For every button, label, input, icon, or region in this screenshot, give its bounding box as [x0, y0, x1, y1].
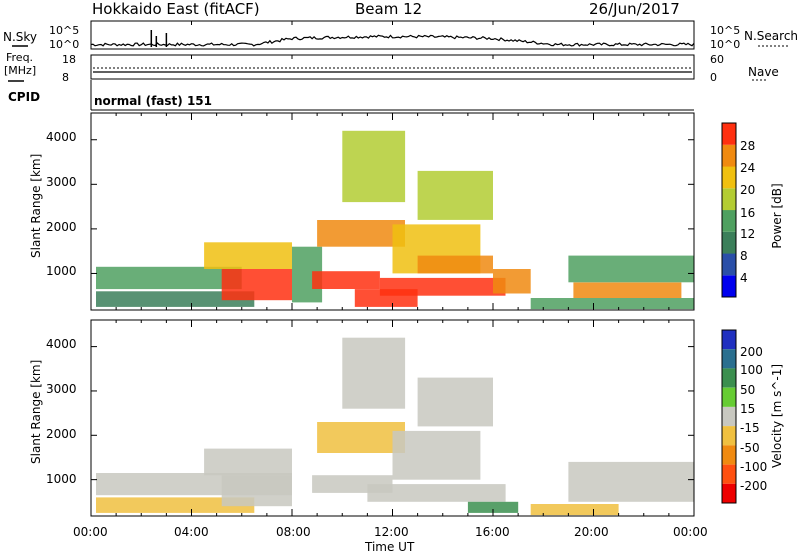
xtick-0400: 04:00 [174, 525, 209, 539]
velocity-colorbar-swatch-8 [722, 483, 736, 503]
velocity-cbar-tick-200: 200 [740, 345, 763, 359]
xtick-0000: 00:00 [73, 525, 108, 539]
velocity-colorbar-swatch-4 [722, 406, 736, 427]
nsearch-label: N.Search [744, 29, 799, 43]
velocity-colorbar-swatch-3 [722, 387, 736, 407]
velocity-colorbar-frame [721, 329, 737, 504]
power-region-11 [493, 269, 531, 294]
velocity-colorbar-swatch-2 [722, 368, 736, 388]
velocity-region-2 [221, 475, 292, 507]
nave-label: Nave [748, 65, 779, 79]
power-region-0 [96, 266, 242, 290]
nsky-tick-top: 10^5 [49, 24, 80, 37]
power-colorbar-swatch-0 [722, 275, 736, 298]
power-colorbar-swatch-5 [722, 166, 736, 189]
beam-title: Beam 12 [355, 0, 423, 18]
freq-tick-top: 18 [62, 53, 76, 66]
power-region-15 [342, 130, 406, 203]
power-colorbar-swatch-6 [722, 144, 736, 167]
station-title: Hokkaido East (fitACF) [92, 0, 260, 18]
velocity-region-10 [568, 461, 694, 502]
nave-tick-bottom: 0 [710, 71, 717, 84]
velocity-colorbar-swatch-1 [722, 349, 736, 369]
power-cbar-tick-24: 24 [740, 161, 756, 175]
velocity-region-3 [204, 448, 292, 476]
velocity-ytick-2000: 2000 [46, 427, 77, 441]
power-colorbar-swatch-4 [722, 188, 736, 211]
velocity-cbar-tick-100: 100 [740, 363, 763, 377]
velocity-cbar-tick-m50: -50 [740, 441, 760, 455]
velocity-region-11 [342, 337, 406, 409]
power-cbar-tick-8: 8 [740, 249, 748, 263]
power-ytick-2000: 2000 [46, 220, 77, 234]
velocity-region-7 [392, 430, 481, 480]
velocity-ytick-3000: 3000 [46, 382, 77, 396]
power-region-6 [317, 220, 405, 247]
xtick-0800: 08:00 [276, 525, 311, 539]
power-region-1 [96, 291, 255, 307]
velocity-region-8 [467, 501, 519, 513]
power-region-3 [204, 242, 292, 269]
power-region-5 [312, 271, 380, 289]
velocity-colorbar-swatch-0 [722, 330, 736, 350]
nave-tick-top: 60 [710, 53, 724, 66]
nsky-box [90, 20, 695, 50]
power-cbar-tick-20: 20 [740, 183, 756, 197]
cpid-value: normal (fast) 151 [94, 94, 212, 108]
power-ytick-1000: 1000 [46, 264, 77, 278]
velocity-colorbar-swatch-5 [722, 426, 736, 446]
xtick-2000: 20:00 [574, 525, 609, 539]
velocity-region-12 [417, 377, 493, 427]
velocity-ytick-4000: 4000 [46, 337, 77, 351]
nsearch-tick-bottom: 10^0 [710, 38, 741, 51]
velocity-region-9 [530, 504, 619, 516]
power-ytick-4000: 4000 [46, 130, 77, 144]
power-region-16 [417, 170, 493, 220]
xtick-2400: 00:00 [673, 525, 708, 539]
xtick-1600: 16:00 [475, 525, 510, 539]
xtick-1200: 12:00 [374, 525, 409, 539]
velocity-cbar-tick-50: 50 [740, 383, 756, 397]
nsearch-tick-top: 10^5 [710, 24, 741, 37]
power-colorbar-swatch-7 [722, 123, 736, 145]
velocity-cbar-tick-m100: -100 [740, 460, 768, 474]
nsky-trace [90, 34, 695, 47]
velocity-cbar-tick-m200: -200 [740, 479, 768, 493]
velocity-region-5 [317, 422, 405, 453]
power-cbar-tick-28: 28 [740, 139, 756, 153]
velocity-region-6 [367, 484, 506, 502]
power-colorbar-swatch-1 [722, 253, 736, 276]
freq-tick-bottom: 8 [62, 71, 69, 84]
power-region-10 [417, 255, 493, 274]
power-colorbar-swatch-2 [722, 231, 736, 254]
velocity-colorbar-swatch-7 [722, 464, 736, 484]
power-region-12 [530, 298, 694, 310]
power-cbar-tick-4: 4 [740, 271, 748, 285]
power-region-2 [221, 269, 292, 301]
velocity-region-1 [96, 497, 255, 513]
power-cbar-tick-16: 16 [740, 206, 756, 220]
cpid-label: CPID [8, 90, 41, 104]
power-cbar-tick-12: 12 [740, 227, 756, 241]
power-region-8 [379, 277, 506, 296]
date-title: 26/Jun/2017 [589, 0, 680, 18]
velocity-colorbar-swatch-6 [722, 445, 736, 465]
nsky-tick-bottom: 10^0 [49, 38, 80, 51]
power-region-14 [568, 255, 694, 283]
power-colorbar-frame [721, 122, 737, 298]
velocity-ytick-1000: 1000 [46, 472, 77, 486]
velocity-cbar-tick-15: 15 [740, 402, 756, 416]
xlabel: Time UT [365, 540, 415, 554]
freq-label: Freq. [6, 51, 34, 64]
power-region-13 [573, 282, 682, 298]
velocity-cbar-tick-m15: -15 [740, 421, 760, 435]
nsky-label: N.Sky [3, 30, 38, 44]
power-ytick-3000: 3000 [46, 175, 77, 189]
power-colorbar-swatch-3 [722, 210, 736, 232]
freq-unit-label: [MHz] [4, 64, 37, 77]
